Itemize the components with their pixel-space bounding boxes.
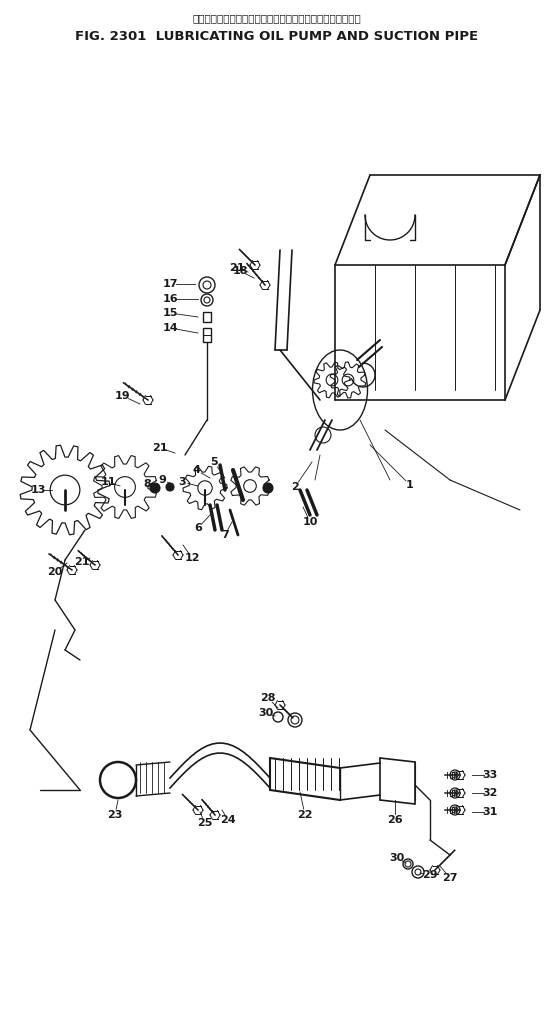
Text: 6: 6 <box>194 523 202 533</box>
Text: 26: 26 <box>387 815 403 825</box>
Text: 18: 18 <box>232 266 248 276</box>
Text: 8: 8 <box>143 479 151 489</box>
Text: 21: 21 <box>152 443 168 453</box>
Text: 21: 21 <box>229 263 245 273</box>
Text: 30: 30 <box>389 853 404 863</box>
Circle shape <box>150 483 160 493</box>
Text: 10: 10 <box>302 517 317 527</box>
Text: 4: 4 <box>192 465 200 475</box>
Text: 11: 11 <box>100 477 116 487</box>
Text: FIG. 2301  LUBRICATING OIL PUMP AND SUCTION PIPE: FIG. 2301 LUBRICATING OIL PUMP AND SUCTI… <box>75 29 479 43</box>
Text: 2: 2 <box>291 482 299 492</box>
Text: 25: 25 <box>197 818 213 828</box>
Text: 30: 30 <box>258 708 274 718</box>
Text: 14: 14 <box>162 323 178 333</box>
Circle shape <box>166 483 174 491</box>
Text: 15: 15 <box>162 308 178 318</box>
Text: 31: 31 <box>483 807 497 817</box>
Text: 33: 33 <box>483 770 497 780</box>
Text: 32: 32 <box>483 788 497 798</box>
Text: 13: 13 <box>30 485 45 495</box>
Text: 3: 3 <box>178 477 186 487</box>
Text: 9: 9 <box>158 475 166 485</box>
Text: 28: 28 <box>260 693 276 703</box>
Text: 20: 20 <box>47 567 63 577</box>
Text: 29: 29 <box>422 870 438 880</box>
Text: 27: 27 <box>442 873 458 883</box>
Text: 1: 1 <box>406 480 414 490</box>
Bar <box>203 312 211 322</box>
Text: 12: 12 <box>184 553 200 563</box>
Bar <box>203 328 211 342</box>
Text: 17: 17 <box>162 279 178 289</box>
Text: 21: 21 <box>74 557 90 567</box>
Text: 7: 7 <box>221 530 229 540</box>
Text: 23: 23 <box>107 810 122 820</box>
Circle shape <box>263 483 273 493</box>
Text: 16: 16 <box>162 294 178 304</box>
Text: ルーブリケーティングオイルポンプおよびサクションパイプ: ルーブリケーティングオイルポンプおよびサクションパイプ <box>193 13 361 23</box>
Ellipse shape <box>312 350 367 430</box>
Text: 24: 24 <box>220 815 236 825</box>
Text: 22: 22 <box>297 810 313 820</box>
Text: 5: 5 <box>210 457 218 467</box>
Text: 19: 19 <box>115 391 131 401</box>
